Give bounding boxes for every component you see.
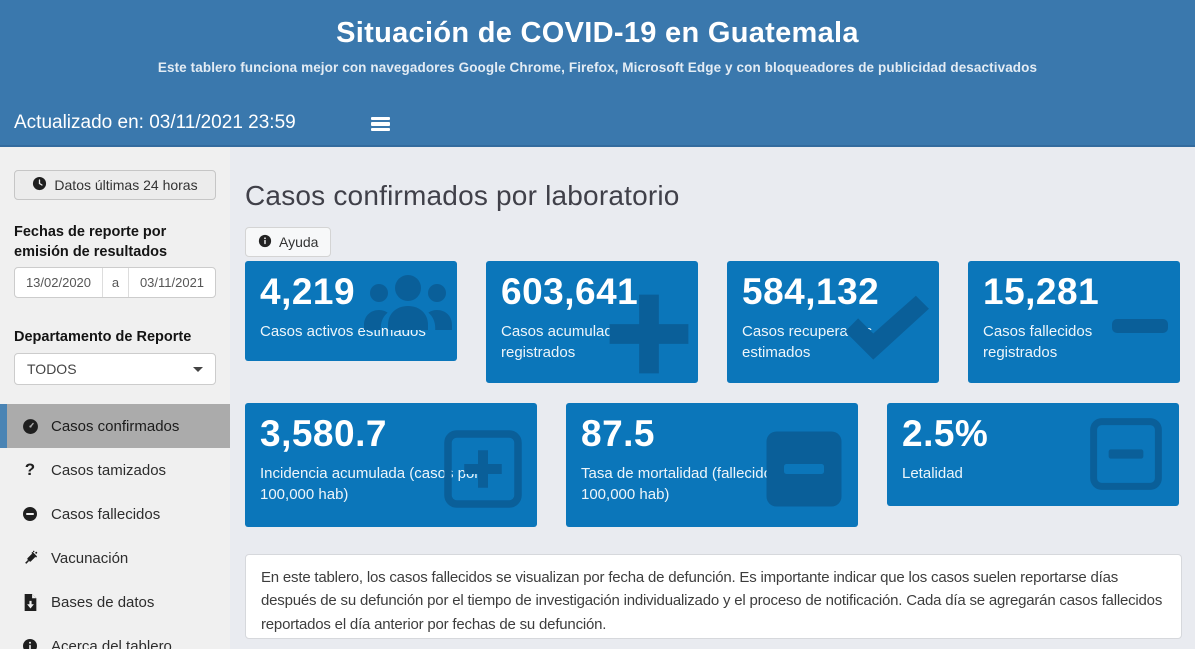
deaths-note: En este tablero, los casos fallecidos se… <box>245 554 1182 640</box>
sidebar-toggle-icon[interactable] <box>371 114 390 134</box>
last-24h-button[interactable]: Datos últimas 24 horas <box>14 170 216 200</box>
valuebox-value: 603,641 <box>501 271 639 313</box>
date-filter-label: Fechas de reporte por emisión de resulta… <box>14 224 168 260</box>
sidebar-item-label: Acerca del tablero <box>51 637 172 649</box>
page-subtitle: Este tablero funciona mejor con navegado… <box>157 60 1038 75</box>
valuebox-label: Casos recuperados estimados <box>742 322 873 362</box>
section-title: Casos confirmados por laboratorio <box>245 180 680 211</box>
date-from-input[interactable]: 13/02/2020 <box>15 268 103 297</box>
date-range-input[interactable]: 13/02/2020 a 03/11/2021 <box>14 267 216 298</box>
check-icon <box>843 295 931 366</box>
valuebox-letalidad: 2.5% Letalidad <box>887 403 1179 507</box>
sidebar-item-casos-fallecidos[interactable]: Casos fallecidos <box>0 492 230 536</box>
users-icon <box>363 273 453 340</box>
valuebox-value: 87.5 <box>581 413 656 455</box>
valuebox-row-2: 3,580.7 Incidencia acumulada (casos por … <box>245 403 1182 528</box>
chevron-down-icon <box>193 366 203 372</box>
sidebar-item-acerca-del-tablero[interactable]: Acerca del tablero <box>0 624 230 649</box>
department-select[interactable]: TODOS <box>14 353 216 385</box>
file-download-icon <box>21 593 39 611</box>
last-updated-text: Actualizado en: 03/11/2021 23:59 <box>14 111 296 133</box>
valuebox-value: 3,580.7 <box>260 413 387 455</box>
valuebox-casos-fallecidos: 15,281 Casos fallecidos registrados <box>968 261 1180 384</box>
valuebox-value: 584,132 <box>742 271 880 313</box>
tachometer-icon <box>21 418 39 435</box>
date-separator: a <box>103 268 129 297</box>
valuebox-label: Casos acumulados registrados <box>501 322 629 362</box>
help-button-label: Ayuda <box>279 234 319 251</box>
minus-icon <box>1112 319 1168 338</box>
plus-square-icon <box>443 429 523 514</box>
sidebar-item-label: Casos fallecidos <box>51 505 161 523</box>
department-select-value: TODOS <box>27 361 77 377</box>
sidebar-item-casos-confirmados[interactable]: Casos confirmados <box>0 404 230 448</box>
sidebar-item-label: Bases de datos <box>51 593 155 611</box>
valuebox-label: Incidencia acumulada (casos por 100,000 … <box>260 464 480 504</box>
syringe-icon <box>21 550 39 567</box>
valuebox-value: 2.5% <box>902 413 989 455</box>
sidebar: Datos últimas 24 horas Fechas de reporte… <box>0 147 230 649</box>
minus-square-icon <box>764 429 844 514</box>
app-header: Situación de COVID-19 en Guatemala Este … <box>0 0 1195 100</box>
valuebox-tasa-mortalidad: 87.5 Tasa de mortalidad (fallecidos por … <box>566 403 858 528</box>
clock-icon <box>32 176 47 194</box>
valuebox-casos-activos: 4,219 Casos activos estimados <box>245 261 457 362</box>
body: Datos últimas 24 horas Fechas de reporte… <box>0 147 1195 649</box>
update-bar: Actualizado en: 03/11/2021 23:59 <box>0 100 1195 147</box>
sidebar-item-label: Casos tamizados <box>51 461 167 479</box>
main-content: Casos confirmados por laboratorio Ayuda … <box>230 147 1195 649</box>
question-icon: ? <box>24 460 36 479</box>
valuebox-incidencia: 3,580.7 Incidencia acumulada (casos por … <box>245 403 537 528</box>
valuebox-label: Casos fallecidos registrados <box>983 322 1093 362</box>
minus-square-outline-icon <box>1089 417 1163 496</box>
sidebar-menu: Casos confirmados ? Casos tamizados Caso… <box>0 404 230 649</box>
help-button[interactable]: Ayuda <box>245 227 332 258</box>
valuebox-value: 15,281 <box>983 271 1100 313</box>
valuebox-value: 4,219 <box>260 271 356 313</box>
last-24h-label: Datos últimas 24 horas <box>54 177 198 193</box>
department-label: Departamento de Reporte <box>14 329 192 345</box>
sidebar-item-bases-de-datos[interactable]: Bases de datos <box>0 580 230 624</box>
valuebox-label: Letalidad <box>902 464 963 482</box>
page-title: Situación de COVID-19 en Guatemala <box>336 17 859 49</box>
valuebox-casos-recuperados: 584,132 Casos recuperados estimados <box>727 261 939 384</box>
valuebox-label: Casos activos estimados <box>260 322 426 340</box>
info-icon <box>258 234 272 251</box>
valuebox-casos-acumulados: 603,641 Casos acumulados registrados <box>486 261 698 384</box>
plus-icon <box>604 289 694 383</box>
sidebar-item-vacunacion[interactable]: Vacunación <box>0 536 230 580</box>
valuebox-label: Tasa de mortalidad (fallecidos por 100,0… <box>581 464 806 504</box>
sidebar-item-label: Vacunación <box>51 549 129 567</box>
sidebar-item-casos-tamizados[interactable]: ? Casos tamizados <box>0 448 230 492</box>
valuebox-row-1: 4,219 Casos activos estimados 603,641 Ca… <box>245 261 1182 384</box>
date-to-input[interactable]: 03/11/2021 <box>139 275 205 290</box>
info-circle-icon <box>21 638 39 649</box>
minus-circle-icon <box>21 506 39 522</box>
sidebar-item-label: Casos confirmados <box>51 417 180 435</box>
